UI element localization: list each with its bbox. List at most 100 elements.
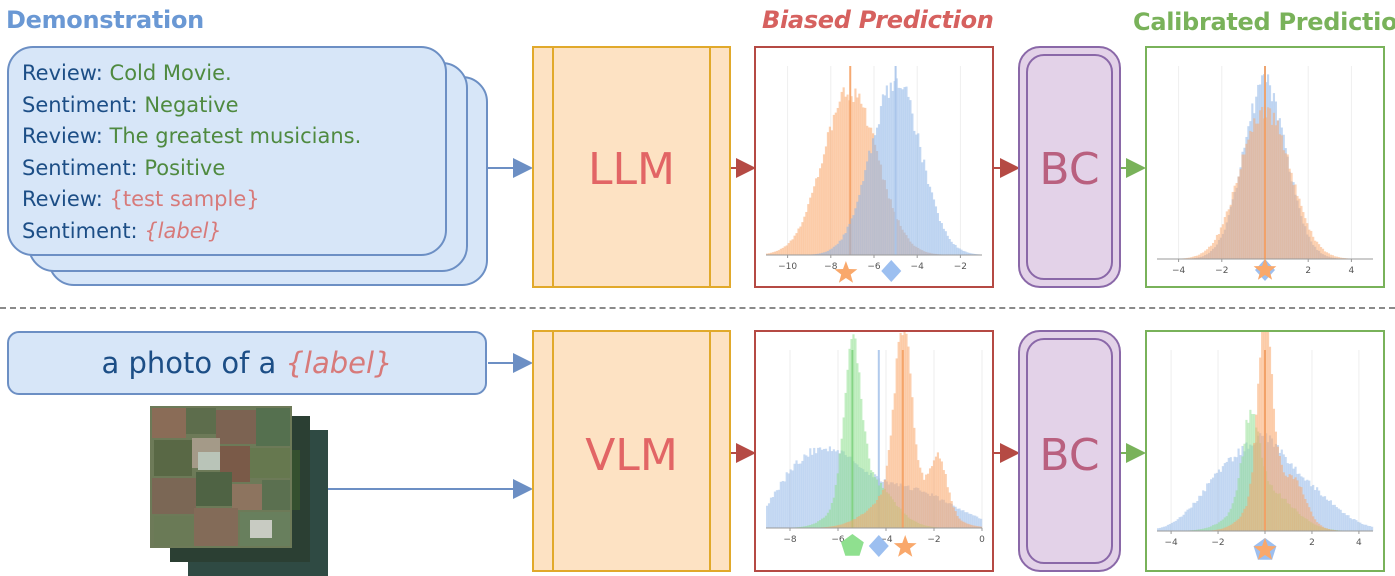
hist-bar (891, 409, 894, 528)
hist-bar (976, 526, 979, 528)
hist-bar (1331, 529, 1334, 531)
hist-bar (813, 523, 816, 528)
hist-bar (1323, 527, 1327, 531)
hist-bar (1200, 253, 1203, 259)
hist-bar (907, 96, 910, 255)
hist-bar (870, 506, 873, 528)
demonstration-title: Demonstration (6, 6, 204, 34)
hist-bar (1359, 522, 1362, 531)
hist-bar (1347, 515, 1350, 531)
hist-bar (866, 443, 869, 528)
hist-bar (1239, 516, 1242, 531)
hist-bar (1257, 123, 1260, 260)
orange-series (1180, 106, 1350, 260)
hist-bar (1186, 509, 1189, 531)
hist-bar (917, 460, 920, 528)
hist-bar (872, 472, 875, 528)
bc-block-top: BC (1018, 46, 1121, 288)
hist-bar (962, 521, 965, 528)
hist-bar (1225, 211, 1228, 259)
prompt-box: a photo of a {label} (7, 331, 487, 395)
hist-bar (805, 211, 808, 255)
hist-bar (954, 244, 957, 255)
hist-bar (1312, 236, 1315, 259)
hist-bar (1255, 414, 1258, 531)
hist-bar (856, 201, 859, 255)
hist-bar (1314, 490, 1317, 531)
hist-bar (887, 450, 890, 528)
demo-line-value: {test sample} (109, 187, 260, 211)
hist-bar (960, 510, 963, 528)
hist-bar (822, 154, 826, 255)
hist-bar (1288, 474, 1291, 531)
hist-bar (1237, 176, 1240, 259)
hist-bar (830, 526, 833, 528)
hist-bar (958, 508, 961, 528)
hist-bar (1196, 255, 1199, 259)
hist-bar (903, 87, 906, 255)
hist-bar (950, 241, 953, 255)
hist-bar (785, 245, 788, 255)
hist-bar (1210, 245, 1213, 259)
hist-bar (1223, 217, 1226, 259)
hist-bar (1286, 154, 1289, 259)
hist-bar (828, 526, 831, 528)
hist-bar (1164, 526, 1168, 531)
biased-chart-bottom: −8 −6 −4 −2 0 (766, 318, 985, 557)
hist-bar (864, 512, 867, 528)
hist-bar (1219, 520, 1222, 531)
hist-bar (868, 458, 871, 528)
hist-bar (840, 524, 843, 528)
hist-bar (852, 519, 855, 528)
hist-bar (883, 479, 886, 528)
demo-line-value: {label} (144, 218, 222, 243)
hist-bar (1233, 456, 1236, 531)
hist-bar (1200, 529, 1203, 531)
hist-bar (923, 159, 926, 255)
hist-bar (1331, 255, 1334, 259)
hist-bar (928, 186, 932, 255)
hist-bar (828, 249, 831, 255)
hist-bar (960, 249, 963, 255)
hist-bar (817, 521, 820, 528)
demo-text: Review: Cold Movie. Sentiment: Negative Re… (22, 58, 361, 247)
hist-bar (1304, 218, 1307, 259)
hist-bar (775, 490, 778, 528)
hist-bar (1363, 524, 1366, 531)
hist-bar (966, 252, 969, 255)
hist-bar (1355, 520, 1358, 531)
demo-line-key: Review: (22, 124, 110, 148)
hist-bar (840, 438, 843, 528)
hist-bar (822, 517, 826, 528)
hist-bar (824, 251, 828, 255)
hist-bar (964, 251, 967, 255)
hist-bar (1188, 508, 1191, 531)
hist-bar (925, 474, 928, 528)
hist-bar (875, 127, 879, 255)
hist-bar (1206, 527, 1209, 531)
hist-bar (891, 90, 894, 256)
hist-bar (925, 170, 928, 255)
hist-bar (905, 333, 908, 528)
hist-bar (840, 91, 843, 255)
hist-bar (1229, 457, 1232, 531)
calibrated-panel-bottom: −4−2024 (1145, 313, 1385, 572)
hist-bar (817, 253, 820, 255)
hist-bar (1190, 507, 1193, 531)
hist-bar (864, 170, 867, 255)
hist-bar (854, 208, 857, 255)
vlm-left-band (534, 332, 554, 570)
hist-bar (860, 103, 863, 256)
calibrated-chart-top: −4−2024 (1157, 66, 1373, 281)
hist-bar (852, 334, 855, 528)
hist-bar (848, 348, 851, 528)
hist-bar (1162, 526, 1166, 531)
hist-bar (795, 233, 798, 255)
hist-bar (980, 518, 983, 528)
hist-bar (1208, 483, 1211, 531)
hist-bar (879, 106, 883, 255)
x-tick-label: −2 (954, 262, 967, 272)
hist-bar (801, 526, 804, 528)
demo-line: Sentiment: Positive (22, 153, 361, 185)
